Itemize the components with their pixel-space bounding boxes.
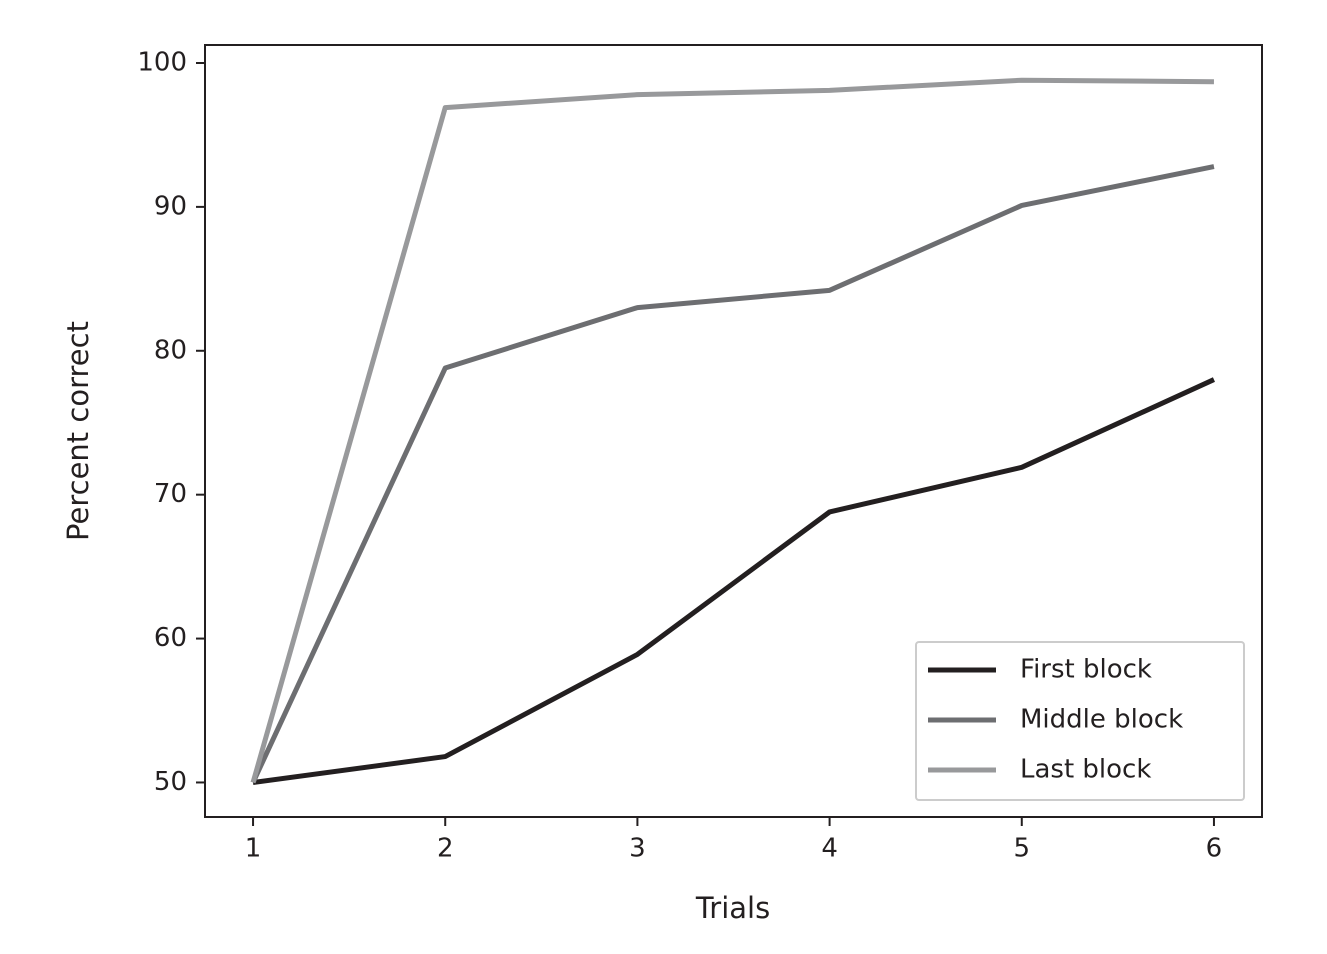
line-series [252,377,1215,785]
legend-label: First block [1020,655,1152,685]
legend-label: Last block [1020,755,1151,785]
x-tick-label: 6 [1206,834,1223,864]
x-tick-label: 1 [245,834,262,864]
plot-frame [204,44,1263,818]
x-axis-title: Trials [695,891,770,925]
y-axis-title: Percent correct [61,321,95,541]
y-tick-label: 50 [154,767,187,797]
x-tick-label: 4 [821,834,838,864]
x-tick-label: 3 [629,834,646,864]
y-tick-label: 70 [154,479,187,509]
y-tick-label: 60 [154,623,187,653]
legend-box [915,641,1245,801]
legend-label: Middle block [1020,705,1183,735]
x-tick-label: 2 [437,834,454,864]
y-tick-label: 80 [154,335,187,365]
x-tick-label: 5 [1013,834,1030,864]
line-series [250,164,1215,784]
y-tick-label: 90 [154,191,187,221]
y-tick-label: 100 [137,47,187,77]
line-series [250,77,1214,784]
